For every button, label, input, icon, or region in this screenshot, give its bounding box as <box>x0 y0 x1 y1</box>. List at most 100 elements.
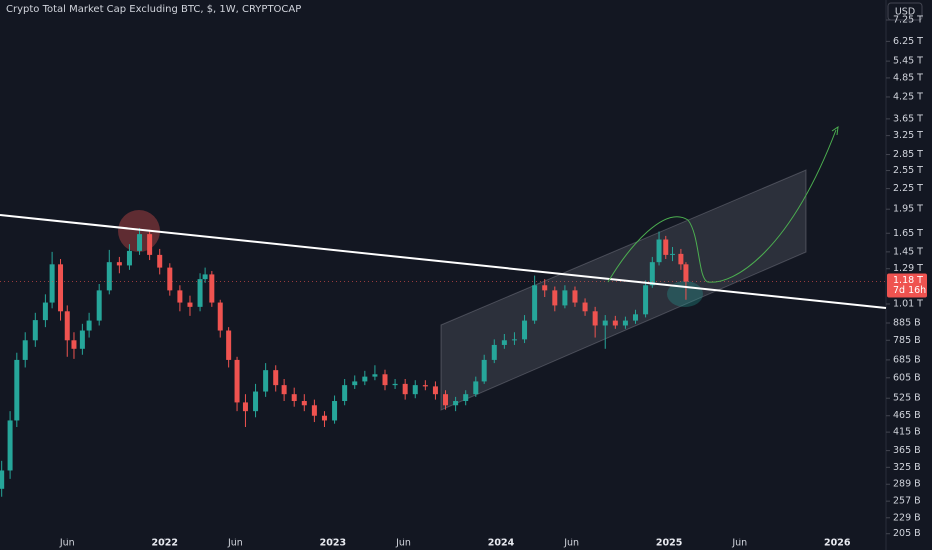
candle-body <box>0 470 5 489</box>
candle-body <box>683 264 689 282</box>
candle-body <box>532 285 538 321</box>
x-tick-label: 2026 <box>824 538 851 549</box>
y-tick-label: 365 B <box>893 445 921 456</box>
candle-body <box>301 401 307 406</box>
last-price-label: 1.18 T <box>893 275 923 286</box>
candle-body <box>402 383 408 395</box>
candle-body <box>622 320 628 326</box>
candle-body <box>382 374 388 386</box>
overlay <box>0 125 887 309</box>
candle-body <box>281 385 287 395</box>
y-tick-label: 1.95 T <box>893 204 923 215</box>
candle-body <box>253 391 259 412</box>
candle-body <box>197 279 203 307</box>
y-tick-label: 785 B <box>893 335 921 346</box>
candle-body <box>511 339 517 341</box>
candle-body <box>522 320 528 340</box>
y-tick-label: 229 B <box>893 512 921 523</box>
currency-button[interactable] <box>887 2 923 21</box>
candle-body <box>592 311 598 326</box>
candles <box>0 228 689 497</box>
candle-body <box>14 359 20 421</box>
trend-line <box>0 214 887 309</box>
candle-body <box>412 385 418 395</box>
candle-body <box>22 340 28 360</box>
candle-body <box>49 264 55 303</box>
candle-body <box>612 320 618 326</box>
candle-body <box>342 385 348 402</box>
candle-body <box>226 330 232 360</box>
candle-body <box>116 262 122 266</box>
candle-body <box>167 267 173 291</box>
candle-body <box>663 239 669 255</box>
x-tick-label: Jun <box>731 538 747 549</box>
candle-body <box>422 385 428 387</box>
x-tick-label: Jun <box>395 538 411 549</box>
candle-body <box>632 314 638 321</box>
candle-body <box>656 239 662 263</box>
y-tick-label: 3.65 T <box>893 113 923 124</box>
channel <box>440 169 807 411</box>
y-tick-label: 325 B <box>893 462 921 473</box>
candle-body <box>372 374 378 377</box>
candle-body <box>79 330 85 349</box>
x-tick-label: 2023 <box>320 538 346 549</box>
last-price-box <box>887 273 927 298</box>
candle-body <box>362 376 368 382</box>
candle-body <box>202 274 208 280</box>
y-tick-label: 7.25 T <box>893 15 923 26</box>
projection-arrow <box>831 125 839 136</box>
candle-body <box>86 320 92 331</box>
candle-body <box>473 381 479 395</box>
candle-body <box>263 370 269 392</box>
candle-body <box>42 302 48 321</box>
chart-title: Crypto Total Market Cap Excluding BTC, $… <box>6 4 301 15</box>
y-tick-label: 4.25 T <box>893 91 923 102</box>
candle-body <box>126 250 132 266</box>
candle-body <box>209 274 215 303</box>
candle-body <box>453 401 459 406</box>
candle-body <box>157 254 163 268</box>
candle-body <box>234 359 240 403</box>
candle-body <box>321 415 327 421</box>
candle-body <box>187 302 193 307</box>
candle-body <box>311 405 317 416</box>
candle-body <box>481 359 487 382</box>
candle-body <box>147 234 153 255</box>
candle-body <box>217 302 223 331</box>
candle-body <box>562 290 568 306</box>
y-tick-label: 3.25 T <box>893 130 923 141</box>
x-tick-label: Jun <box>227 538 243 549</box>
candle-body <box>582 302 588 312</box>
y-tick-label: 465 B <box>893 410 921 421</box>
y-tick-label: 2.25 T <box>893 183 923 194</box>
y-tick-label: 685 B <box>893 354 921 365</box>
candle-body <box>291 394 297 402</box>
y-tick-label: 257 B <box>893 496 921 507</box>
candle-body <box>32 320 38 341</box>
candle-body <box>501 340 507 345</box>
candle-body <box>7 420 13 471</box>
y-tick-label: 885 B <box>893 318 921 329</box>
x-tick-label: 2022 <box>152 538 178 549</box>
y-tick-label: 289 B <box>893 479 921 490</box>
y-tick-label: 2.55 T <box>893 165 923 176</box>
candle-body <box>71 340 77 349</box>
y-tick-label: 1.65 T <box>893 228 923 239</box>
candle-body <box>669 253 675 255</box>
candle-body <box>392 383 398 386</box>
x-tick-label: 2024 <box>488 538 515 549</box>
currency-label[interactable]: USD <box>895 7 915 18</box>
candle-body <box>643 285 649 315</box>
y-tick-label: 1.29 T <box>893 263 923 274</box>
candle-body <box>96 290 102 321</box>
candle-body <box>432 386 438 395</box>
y-tick-label: 1.01 T <box>893 298 923 309</box>
y-tick-label: 6.25 T <box>893 36 923 47</box>
y-tick-label: 415 B <box>893 427 921 438</box>
candle-body <box>678 253 684 265</box>
y-tick-label: 525 B <box>893 393 921 404</box>
candle-body <box>177 290 183 303</box>
